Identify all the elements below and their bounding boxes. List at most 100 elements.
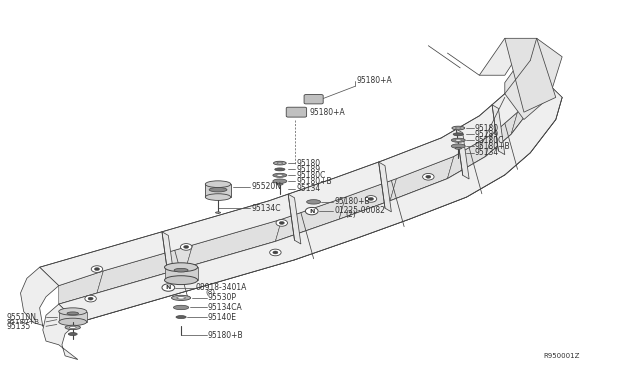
Polygon shape: [339, 179, 396, 219]
Ellipse shape: [273, 179, 287, 183]
Ellipse shape: [276, 183, 283, 185]
Polygon shape: [379, 162, 392, 212]
Ellipse shape: [209, 187, 227, 192]
Ellipse shape: [177, 297, 186, 299]
Text: 95530P: 95530P: [208, 294, 237, 302]
Ellipse shape: [307, 200, 321, 204]
Ellipse shape: [164, 276, 198, 285]
Text: 95180C: 95180C: [296, 171, 326, 180]
Circle shape: [365, 196, 377, 202]
Text: N: N: [309, 209, 314, 214]
Text: 95180C: 95180C: [475, 136, 504, 145]
Ellipse shape: [65, 325, 81, 330]
Circle shape: [273, 251, 278, 254]
Text: 95140E: 95140E: [208, 312, 237, 321]
Circle shape: [269, 249, 281, 256]
Ellipse shape: [455, 139, 461, 141]
Ellipse shape: [67, 312, 79, 315]
Polygon shape: [40, 38, 549, 286]
Polygon shape: [162, 232, 175, 282]
Polygon shape: [479, 38, 524, 75]
Text: 95180+A: 95180+A: [356, 76, 392, 85]
Polygon shape: [511, 79, 543, 134]
Polygon shape: [97, 245, 193, 293]
Polygon shape: [20, 267, 59, 337]
Ellipse shape: [174, 268, 188, 272]
Ellipse shape: [456, 127, 461, 129]
Polygon shape: [186, 219, 282, 267]
Circle shape: [95, 267, 100, 270]
Ellipse shape: [273, 173, 287, 177]
Text: 95134: 95134: [296, 184, 321, 193]
Ellipse shape: [277, 162, 283, 164]
Circle shape: [276, 219, 287, 226]
Polygon shape: [205, 184, 231, 197]
Circle shape: [184, 246, 189, 248]
Polygon shape: [537, 57, 549, 101]
FancyBboxPatch shape: [286, 107, 307, 117]
Circle shape: [88, 297, 93, 300]
Ellipse shape: [68, 333, 77, 336]
Ellipse shape: [69, 326, 76, 328]
Text: 95180+B: 95180+B: [334, 198, 370, 206]
Ellipse shape: [205, 181, 231, 187]
Text: 95180: 95180: [475, 124, 499, 132]
Polygon shape: [59, 311, 87, 322]
Ellipse shape: [275, 168, 285, 171]
Text: R950001Z: R950001Z: [543, 353, 580, 359]
Polygon shape: [288, 194, 301, 244]
Polygon shape: [505, 38, 562, 119]
Polygon shape: [486, 112, 518, 157]
Ellipse shape: [216, 212, 221, 213]
Circle shape: [92, 266, 102, 272]
Ellipse shape: [273, 161, 286, 165]
Text: 95134CA: 95134CA: [208, 303, 243, 312]
Ellipse shape: [451, 138, 465, 142]
Polygon shape: [59, 271, 103, 304]
Ellipse shape: [172, 295, 191, 301]
Polygon shape: [59, 79, 562, 323]
Text: 95180+A: 95180+A: [309, 108, 345, 118]
Text: 95180: 95180: [296, 158, 321, 168]
Text: N: N: [166, 285, 171, 290]
Circle shape: [369, 198, 374, 201]
Ellipse shape: [173, 305, 189, 310]
Polygon shape: [43, 304, 78, 359]
Text: 95510N: 95510N: [6, 312, 36, 321]
Polygon shape: [505, 38, 556, 112]
Circle shape: [85, 295, 97, 302]
Ellipse shape: [176, 315, 186, 318]
Text: 95180+B: 95180+B: [208, 331, 243, 340]
Ellipse shape: [451, 144, 465, 148]
Ellipse shape: [164, 263, 198, 272]
Text: 95135: 95135: [6, 322, 31, 331]
Text: 95520N: 95520N: [251, 182, 281, 191]
Ellipse shape: [59, 308, 87, 315]
Text: 08918-3401A: 08918-3401A: [195, 283, 246, 292]
Ellipse shape: [455, 147, 461, 149]
Text: 95180+B: 95180+B: [296, 177, 332, 186]
Circle shape: [279, 221, 284, 224]
Polygon shape: [164, 267, 198, 280]
Text: 95189: 95189: [475, 130, 499, 139]
Text: 95180+B: 95180+B: [6, 319, 40, 325]
Ellipse shape: [452, 126, 465, 130]
Circle shape: [305, 208, 318, 215]
Text: 95189: 95189: [296, 165, 321, 174]
Text: 95134C: 95134C: [251, 203, 281, 213]
Ellipse shape: [453, 133, 463, 136]
Polygon shape: [447, 134, 492, 179]
Text: 95180+B: 95180+B: [475, 142, 511, 151]
Circle shape: [177, 275, 182, 278]
Polygon shape: [390, 157, 454, 201]
Polygon shape: [492, 105, 505, 155]
Text: 01225-00082: 01225-00082: [334, 206, 385, 215]
Text: 95134: 95134: [475, 148, 499, 157]
Ellipse shape: [205, 194, 231, 201]
Polygon shape: [59, 79, 562, 323]
Circle shape: [422, 173, 434, 180]
Circle shape: [174, 273, 186, 280]
Polygon shape: [275, 197, 346, 241]
FancyBboxPatch shape: [304, 94, 323, 104]
Text: (8): (8): [205, 288, 215, 295]
